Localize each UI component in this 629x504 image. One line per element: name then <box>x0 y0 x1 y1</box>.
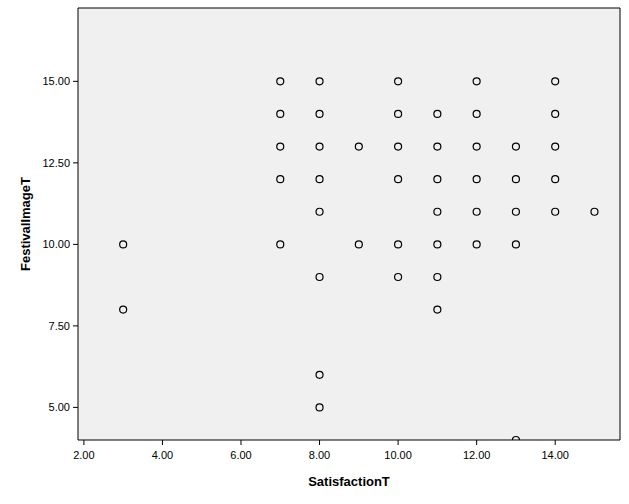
y-tick <box>73 325 78 326</box>
y-axis-title: FestivalImageT <box>18 177 33 271</box>
x-tick-label: 12.00 <box>463 449 491 461</box>
point <box>395 273 402 280</box>
point <box>395 241 402 248</box>
y-tick-label: 7.50 <box>49 320 70 332</box>
point <box>316 273 323 280</box>
x-tick-label: 2.00 <box>73 449 94 461</box>
x-tick-label: 8.00 <box>309 449 330 461</box>
point <box>277 176 284 183</box>
point <box>552 143 559 150</box>
point <box>355 143 362 150</box>
point <box>434 110 441 117</box>
point <box>316 404 323 411</box>
point <box>434 241 441 248</box>
point <box>473 241 480 248</box>
x-tick <box>555 440 556 445</box>
y-tick <box>73 407 78 408</box>
point <box>552 208 559 215</box>
point <box>552 78 559 85</box>
point <box>473 208 480 215</box>
point <box>434 176 441 183</box>
point <box>512 437 519 441</box>
point <box>316 78 323 85</box>
y-axis-line <box>78 8 79 440</box>
point <box>316 176 323 183</box>
point <box>277 143 284 150</box>
x-axis-title: SatisfactionT <box>308 474 390 489</box>
point <box>552 110 559 117</box>
point <box>355 241 362 248</box>
point <box>316 208 323 215</box>
point <box>473 110 480 117</box>
point <box>512 143 519 150</box>
y-tick-label: 10.00 <box>42 238 70 250</box>
point <box>316 143 323 150</box>
y-tick <box>73 162 78 163</box>
point <box>277 110 284 117</box>
point <box>395 176 402 183</box>
point <box>316 371 323 378</box>
x-tick-label: 14.00 <box>541 449 569 461</box>
y-tick-label: 12.50 <box>42 157 70 169</box>
point <box>512 176 519 183</box>
point <box>552 176 559 183</box>
y-tick <box>73 244 78 245</box>
point <box>395 143 402 150</box>
point <box>277 241 284 248</box>
plot-frame <box>620 8 621 440</box>
point <box>434 143 441 150</box>
x-tick-label: 10.00 <box>384 449 412 461</box>
point <box>434 208 441 215</box>
point <box>120 306 127 313</box>
point <box>434 306 441 313</box>
point <box>277 78 284 85</box>
point <box>434 273 441 280</box>
point <box>395 78 402 85</box>
chart: 2.00 4.00 6.00 8.00 10.00 12.00 14.00 5.00 7.50 1… <box>0 0 629 504</box>
x-tick <box>476 440 477 445</box>
points <box>120 78 598 440</box>
x-tick <box>162 440 163 445</box>
point <box>120 241 127 248</box>
x-axis-line <box>78 440 620 441</box>
plot-frame <box>78 8 620 9</box>
x-tick <box>83 440 84 445</box>
point <box>512 208 519 215</box>
point <box>316 110 323 117</box>
point <box>473 176 480 183</box>
x-tick <box>398 440 399 445</box>
x-tick-label: 4.00 <box>152 449 173 461</box>
point <box>395 110 402 117</box>
y-tick <box>73 81 78 82</box>
point <box>512 241 519 248</box>
x-tick-label: 6.00 <box>230 449 251 461</box>
x-tick <box>240 440 241 445</box>
y-tick-label: 15.00 <box>42 75 70 87</box>
plot-background <box>78 8 620 440</box>
point <box>591 208 598 215</box>
point <box>473 143 480 150</box>
x-tick <box>319 440 320 445</box>
point <box>473 78 480 85</box>
y-tick-label: 5.00 <box>49 401 70 413</box>
